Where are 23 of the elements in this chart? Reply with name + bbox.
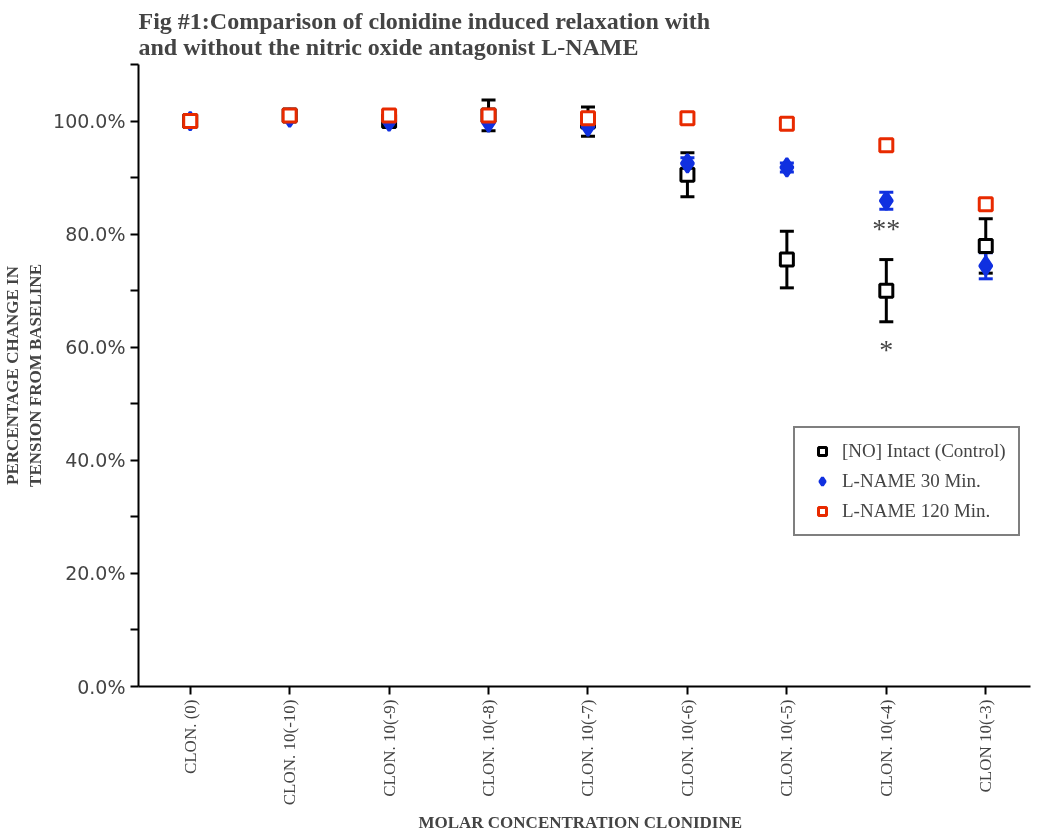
- x-tick-label: CLON. 10(-5): [777, 699, 797, 797]
- x-tick-label: CLON. 10(-9): [379, 699, 399, 797]
- y-tick-label: 20.0%: [65, 562, 126, 585]
- annotation: **: [872, 212, 901, 244]
- y-tick-label: 40.0%: [65, 449, 126, 472]
- x-tick-label: CLON. 10(-7): [578, 699, 598, 797]
- x-tick-label: CLON. 10(-8): [479, 699, 499, 797]
- legend-label: L-NAME 120 Min.: [842, 500, 991, 522]
- x-tick-label: CLON 10(-3): [976, 699, 996, 793]
- y-axis-title: PERCENTAGE CHANGE IN TENSION FROM BASELINE: [3, 264, 46, 487]
- y-tick-label: 60.0%: [65, 336, 126, 359]
- chart-title: Fig #1:Comparison of clonidine induced relaxation with and without the nitric oxide antagonist L-NAME: [138, 7, 711, 60]
- y-tick-label: 0.0%: [77, 675, 126, 698]
- legend-label: L-NAME 30 Min.: [842, 470, 981, 492]
- legend-label: [NO] Intact (Control): [842, 440, 1006, 462]
- x-tick-label: CLON. (0): [180, 699, 200, 775]
- x-tick-label: CLON. 10(-6): [677, 699, 697, 797]
- x-tick-label: CLON. 10(-10): [280, 699, 300, 806]
- y-tick-label: 80.0%: [65, 223, 126, 246]
- annotation: *: [879, 333, 894, 365]
- x-axis-title: MOLAR CONCENTRATION CLONIDINE: [418, 813, 743, 833]
- y-tick-label: 100.0%: [53, 110, 126, 133]
- x-tick-label: CLON. 10(-4): [876, 699, 896, 797]
